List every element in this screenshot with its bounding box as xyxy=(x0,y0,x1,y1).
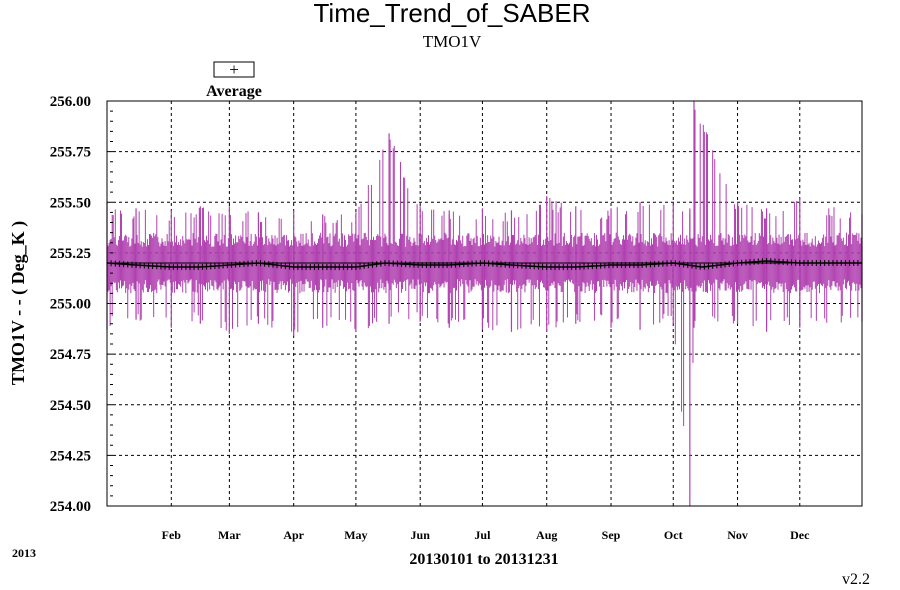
x-axis-ticks: Feb Mar Apr May Jun Jul Aug Sep Oct Nov Dec xyxy=(162,528,810,542)
x-axis-label: 20130101 to 20131231 xyxy=(409,551,558,568)
y-axis-label: TMO1V - - ( Deg_K ) xyxy=(8,221,29,385)
x-tick-label: Dec xyxy=(790,528,810,542)
chart-subtitle: TMO1V xyxy=(423,32,482,51)
x-tick-label: Mar xyxy=(218,528,241,542)
y-tick-label: 255.25 xyxy=(50,246,91,262)
x-tick-label: Jul xyxy=(474,528,491,542)
y-axis-ticks: 256.00 255.75 255.50 255.25 255.00 254.75 254.… xyxy=(50,94,113,515)
y-tick-label: 256.00 xyxy=(50,94,91,110)
average-series xyxy=(106,257,863,271)
y-tick-label: 254.00 xyxy=(50,499,91,515)
x-tick-label: Sep xyxy=(602,528,621,542)
legend: + Average xyxy=(206,60,262,100)
x-tick-label: Apr xyxy=(283,528,304,542)
plot-frame xyxy=(106,100,863,507)
legend-symbol: + xyxy=(229,60,239,79)
y-tick-label: 254.25 xyxy=(50,448,91,464)
year-label: 2013 xyxy=(12,546,36,560)
x-tick-label: Nov xyxy=(727,528,748,542)
grid xyxy=(107,101,862,506)
y-tick-label: 254.75 xyxy=(50,347,91,363)
x-tick-label: Oct xyxy=(664,528,683,542)
x-tick-label: Aug xyxy=(536,528,557,542)
x-tick-label: Jun xyxy=(411,528,431,542)
legend-box xyxy=(213,61,255,78)
chart-title: Time_Trend_of_SABER xyxy=(314,0,591,28)
y-tick-label: 255.50 xyxy=(50,195,91,211)
y-tick-label: 255.00 xyxy=(50,297,91,313)
legend-label-average: Average xyxy=(206,83,262,100)
range-series xyxy=(106,101,863,506)
x-tick-label: May xyxy=(344,528,367,542)
y-tick-label: 255.75 xyxy=(50,145,91,161)
y-tick-label: 254.50 xyxy=(50,398,91,414)
version-label: v2.2 xyxy=(842,571,870,588)
x-tick-label: Feb xyxy=(162,528,182,542)
